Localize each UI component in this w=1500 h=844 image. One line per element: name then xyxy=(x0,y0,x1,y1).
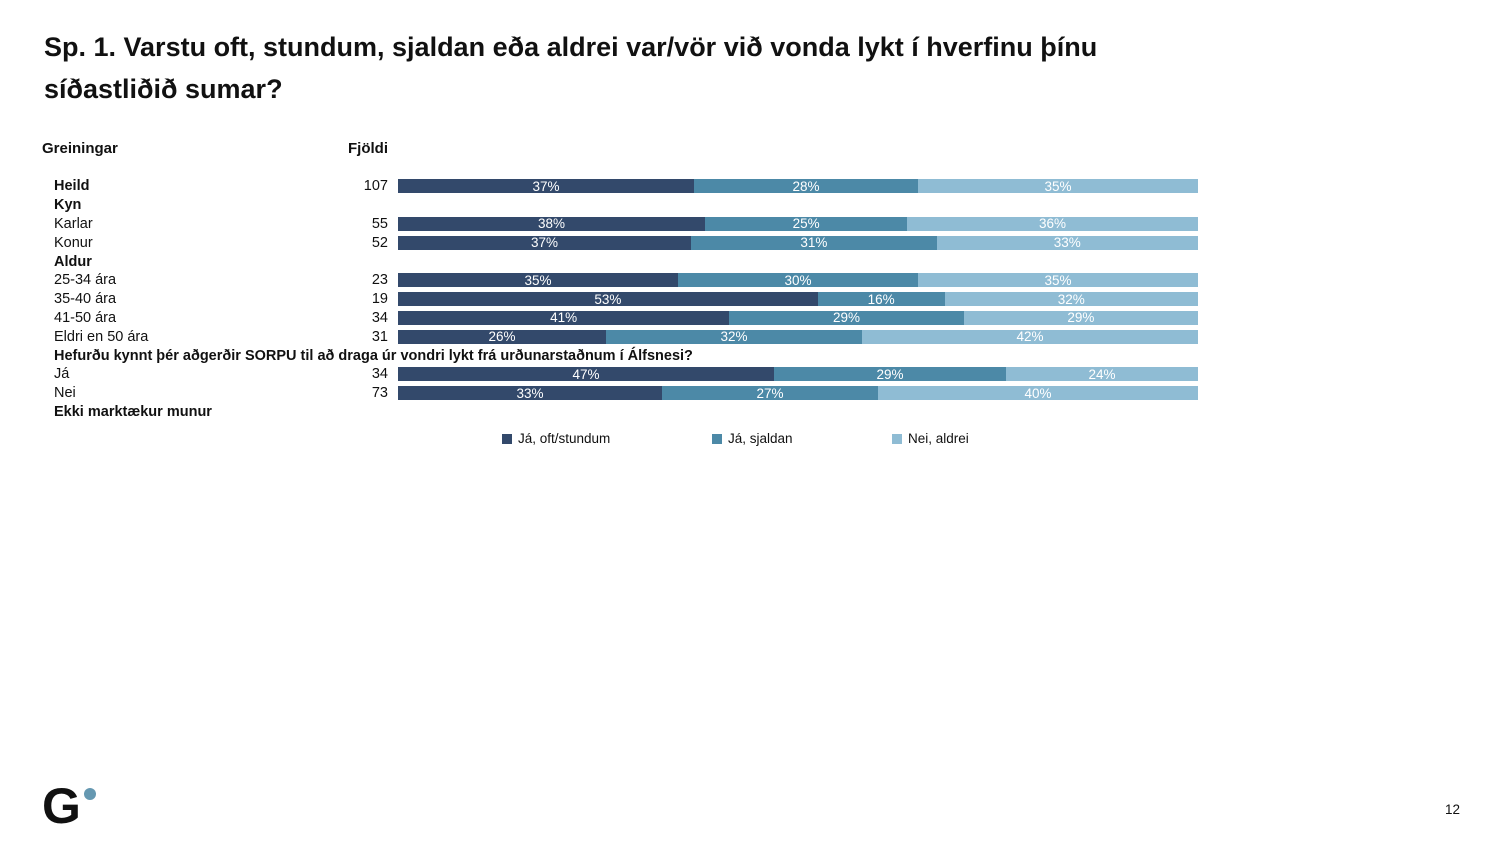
bar-segment-1: 38% xyxy=(398,216,706,231)
legend-swatch-icon xyxy=(892,433,902,444)
chart-rows: Heild 107 37% 28% 35% Kyn Karlar 55 38% 25% 36% Kon… xyxy=(0,177,1500,421)
legend: Já, oft/stundum Já, sjaldan Nei, aldrei xyxy=(0,431,1500,447)
row-count: 34 xyxy=(371,366,388,383)
bar-segment-1: 35% xyxy=(398,273,678,288)
bar-segment-3: 33% xyxy=(936,235,1198,250)
stacked-bar: 38% 25% 36% xyxy=(398,216,1198,231)
row-label: Karlar xyxy=(54,215,93,232)
bar-segment-3: 35% xyxy=(918,179,1198,194)
bar-segment-3: 35% xyxy=(918,273,1198,288)
row-count: 73 xyxy=(371,385,388,402)
row-count: 107 xyxy=(363,178,388,195)
chart-data-row: 35-40 ára 19 53% 16% 32% xyxy=(0,290,1500,309)
row-label: Nei xyxy=(54,385,76,402)
page-title-line2: síðastliðið sumar? xyxy=(44,74,283,104)
row-label: Eldri en 50 ára xyxy=(54,328,149,345)
row-count: 31 xyxy=(371,328,388,345)
row-label: Aldur xyxy=(54,253,92,270)
chart-data-row: 25-34 ára 23 35% 30% 35% xyxy=(0,271,1500,290)
chart-data-row: Já 34 47% 29% 24% xyxy=(0,365,1500,384)
logo-letter: G xyxy=(42,778,81,834)
stacked-bar: 33% 27% 40% xyxy=(398,386,1198,401)
legend-label: Nei, aldrei xyxy=(908,431,969,446)
bar-segment-1: 53% xyxy=(398,292,818,307)
row-label: 41-50 ára xyxy=(54,309,117,326)
bar-segment-3: 29% xyxy=(963,310,1198,325)
row-count: 52 xyxy=(371,234,388,251)
bar-segment-3: 24% xyxy=(1006,367,1198,382)
column-header-greiningar: Greiningar xyxy=(42,140,118,157)
page-title: Sp. 1. Varstu oft, stundum, sjaldan eða … xyxy=(44,26,1404,110)
bar-segment-2: 30% xyxy=(678,273,918,288)
bar-segment-3: 40% xyxy=(878,386,1198,401)
chart-data-row: Nei 73 33% 27% 40% xyxy=(0,384,1500,403)
row-label: Heild xyxy=(54,178,90,195)
legend-swatch-icon xyxy=(712,433,722,444)
bar-segment-1: 37% xyxy=(398,235,692,250)
legend-label: Já, sjaldan xyxy=(728,431,793,446)
bar-segment-3: 42% xyxy=(862,329,1198,344)
chart-data-row: 41-50 ára 34 41% 29% 29% xyxy=(0,309,1500,328)
chart-data-row: Eldri en 50 ára 31 26% 32% 42% xyxy=(0,327,1500,346)
bar-segment-2: 28% xyxy=(694,179,918,194)
legend-item: Nei, aldrei xyxy=(892,431,969,446)
bar-segment-1: 41% xyxy=(398,310,730,325)
chart-group-row: Ekki marktækur munur xyxy=(0,403,1500,422)
chart-group-row: Hefurðu kynnt þér aðgerðir SORPU til að … xyxy=(0,346,1500,365)
stacked-bar: 37% 31% 33% xyxy=(398,235,1198,250)
column-header-fjoldi: Fjöldi xyxy=(348,140,388,157)
bar-segment-2: 16% xyxy=(817,292,945,307)
bar-segment-2: 27% xyxy=(662,386,878,401)
chart-data-row: Konur 52 37% 31% 33% xyxy=(0,233,1500,252)
row-label: Hefurðu kynnt þér aðgerðir SORPU til að … xyxy=(54,347,693,364)
chart-data-row: Karlar 55 38% 25% 36% xyxy=(0,215,1500,234)
bar-segment-2: 29% xyxy=(774,367,1006,382)
row-label: Ekki marktækur munur xyxy=(54,403,212,420)
stacked-bar: 53% 16% 32% xyxy=(398,292,1198,307)
stacked-bar: 26% 32% 42% xyxy=(398,329,1198,344)
logo-dot-icon xyxy=(84,788,96,800)
bar-segment-2: 32% xyxy=(606,329,862,344)
stacked-bar: 37% 28% 35% xyxy=(398,179,1198,194)
page-title-line1: Sp. 1. Varstu oft, stundum, sjaldan eða … xyxy=(44,32,1098,62)
bar-segment-2: 31% xyxy=(691,235,937,250)
legend-swatch-icon xyxy=(502,433,512,444)
bar-segment-1: 33% xyxy=(398,386,662,401)
bar-segment-2: 25% xyxy=(705,216,908,231)
row-label: 35-40 ára xyxy=(54,291,117,308)
row-label: 25-34 ára xyxy=(54,272,117,289)
bar-segment-3: 36% xyxy=(907,216,1198,231)
row-count: 19 xyxy=(371,291,388,308)
legend-label: Já, oft/stundum xyxy=(518,431,611,446)
gallup-logo: G xyxy=(42,778,142,838)
stacked-bar: 35% 30% 35% xyxy=(398,273,1198,288)
stacked-bar: 41% 29% 29% xyxy=(398,310,1198,325)
row-count: 34 xyxy=(371,309,388,326)
row-label: Konur xyxy=(54,234,93,251)
chart-group-row: Kyn xyxy=(0,196,1500,215)
legend-item: Já, sjaldan xyxy=(712,431,793,446)
legend-item: Já, oft/stundum xyxy=(502,431,610,446)
bar-segment-2: 29% xyxy=(729,310,964,325)
row-count: 23 xyxy=(371,272,388,289)
bar-segment-1: 26% xyxy=(398,329,606,344)
stacked-bar: 47% 29% 24% xyxy=(398,367,1198,382)
bar-segment-3: 32% xyxy=(944,292,1198,307)
bar-segment-1: 37% xyxy=(398,179,694,194)
chart-data-row: Heild 107 37% 28% 35% xyxy=(0,177,1500,196)
row-label: Já xyxy=(54,366,70,383)
row-label: Kyn xyxy=(54,197,82,214)
bar-segment-1: 47% xyxy=(398,367,774,382)
page-number: 12 xyxy=(1444,802,1460,817)
row-count: 55 xyxy=(371,215,388,232)
chart-group-row: Aldur xyxy=(0,252,1500,271)
